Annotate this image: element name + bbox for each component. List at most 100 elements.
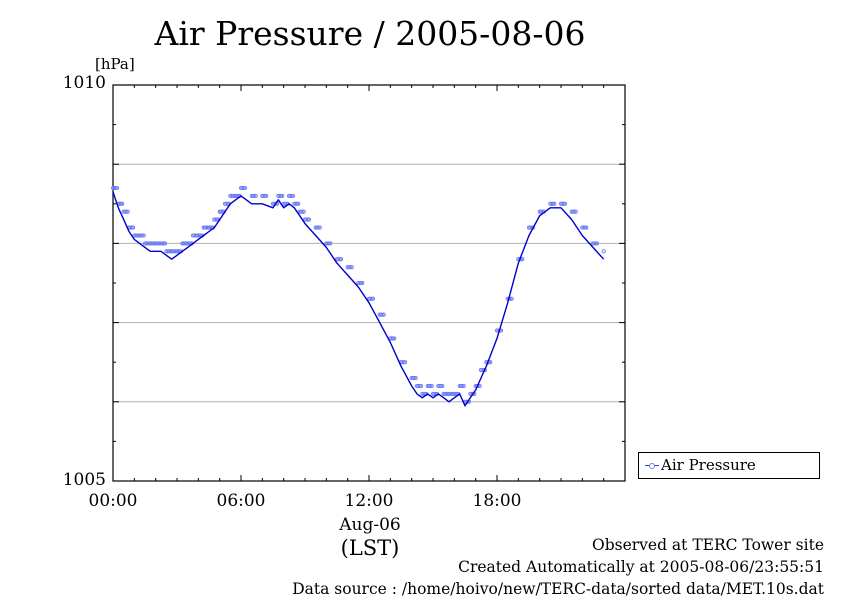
data-marker (305, 217, 310, 222)
data-marker (337, 257, 342, 262)
data-marker (429, 383, 434, 389)
data-marker (152, 241, 157, 246)
data-marker (214, 217, 220, 222)
data-marker (582, 225, 588, 230)
data-marker (197, 233, 202, 238)
data-marker (218, 209, 224, 214)
data-marker (592, 241, 597, 246)
x-axis-timezone-label: (LST) (340, 536, 400, 560)
data-marker (230, 193, 236, 198)
data-marker (488, 360, 493, 365)
data-marker (412, 375, 417, 381)
y-tick-label-bottom: 1005 (62, 470, 106, 490)
data-marker (142, 241, 148, 246)
data-marker (358, 280, 364, 286)
data-marker (570, 209, 576, 214)
data-marker (114, 185, 120, 191)
data-marker (145, 241, 150, 246)
legend-label: Air Pressure (661, 456, 756, 474)
data-marker (416, 383, 421, 389)
data-marker (442, 391, 448, 396)
data-marker (224, 201, 229, 206)
data-marker (296, 201, 301, 206)
data-marker (162, 241, 168, 246)
data-marker (137, 233, 142, 238)
data-marker (185, 241, 190, 246)
data-marker (124, 209, 129, 214)
data-marker (132, 233, 137, 238)
data-marker (392, 336, 397, 341)
data-marker (334, 257, 340, 262)
data-marker (440, 383, 445, 389)
data-marker (161, 241, 166, 246)
data-marker (448, 391, 453, 396)
data-marker (450, 391, 456, 396)
data-marker (593, 241, 598, 246)
data-marker (120, 201, 125, 206)
data-marker (425, 383, 430, 389)
data-marker (294, 201, 300, 206)
data-marker (470, 391, 476, 396)
data-marker (457, 383, 462, 389)
data-marker (444, 391, 449, 396)
data-marker (290, 193, 296, 198)
data-marker (346, 265, 352, 270)
data-marker (356, 280, 361, 286)
data-marker (206, 225, 212, 230)
data-marker (232, 193, 237, 198)
data-marker (201, 225, 206, 230)
data-marker (277, 193, 282, 198)
data-marker (288, 193, 293, 198)
data-marker (526, 225, 532, 230)
data-marker (410, 375, 416, 381)
data-marker (184, 241, 189, 246)
data-marker (117, 201, 122, 206)
data-marker (550, 201, 556, 206)
data-marker (194, 233, 200, 238)
data-marker (281, 201, 286, 206)
data-marker (260, 193, 265, 198)
data-marker (121, 209, 126, 214)
chart-legend: Air Pressure (638, 452, 820, 479)
data-marker (160, 241, 165, 246)
data-marker (572, 209, 577, 214)
legend-marker-symbol (649, 463, 655, 469)
data-marker (286, 193, 292, 198)
data-marker (324, 241, 329, 246)
y-tick-label-top: 1010 (62, 73, 106, 93)
data-marker (449, 391, 454, 396)
data-marker (278, 193, 284, 198)
data-marker (182, 241, 188, 246)
data-marker (418, 383, 424, 389)
data-marker (110, 185, 116, 191)
data-marker (186, 241, 192, 246)
data-marker (377, 312, 382, 317)
data-marker (125, 209, 130, 214)
data-marker (338, 257, 344, 262)
data-marker (458, 383, 464, 389)
series-line-air-pressure (112, 191, 605, 407)
data-marker (336, 257, 341, 262)
data-marker (446, 391, 452, 396)
data-marker (590, 241, 596, 246)
data-marker (133, 233, 138, 238)
data-marker (190, 233, 196, 238)
data-marker (164, 249, 169, 254)
data-marker (378, 312, 384, 317)
data-marker (452, 391, 457, 396)
x-tick-label-1200: 12:00 (344, 491, 394, 511)
footer-observed-site: Observed at TERC Tower site (591, 536, 824, 554)
data-marker (428, 383, 433, 389)
data-marker (409, 375, 414, 381)
data-marker (569, 209, 574, 214)
data-marker (402, 360, 408, 365)
x-tick-label-0000: 00:00 (88, 491, 138, 511)
data-marker (304, 217, 309, 222)
plot-frame (112, 84, 626, 482)
data-marker (437, 383, 442, 389)
data-marker (328, 241, 333, 246)
data-marker (520, 257, 525, 262)
data-marker (168, 249, 173, 254)
data-marker (389, 336, 394, 341)
data-marker (262, 193, 268, 198)
